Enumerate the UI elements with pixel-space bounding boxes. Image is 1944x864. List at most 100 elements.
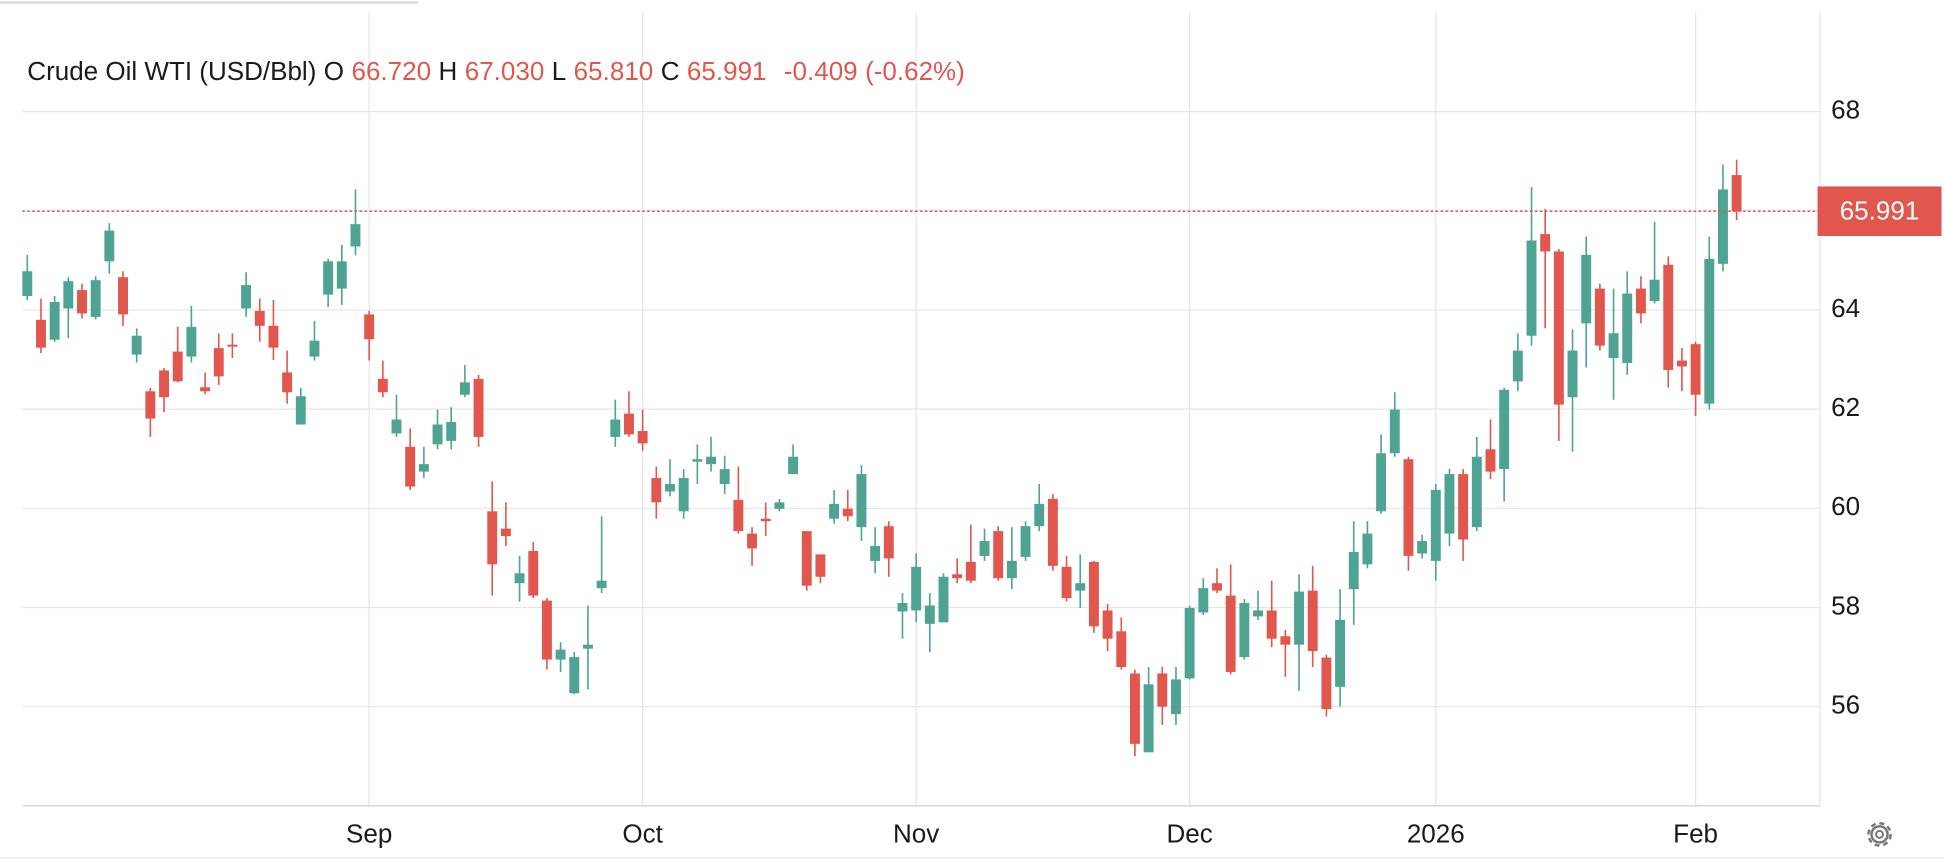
candle-body [1567, 350, 1578, 398]
candle-body [883, 526, 894, 559]
last-price-label: 65.991 [1840, 195, 1920, 225]
candle-body [241, 285, 252, 309]
candle-body [706, 456, 716, 465]
candle-body [1034, 503, 1045, 527]
candle-body [924, 605, 935, 624]
candle-body [1594, 288, 1605, 346]
candle-body [268, 325, 279, 348]
candle-body [432, 424, 443, 445]
candle-body [979, 541, 990, 556]
candle-body [282, 372, 293, 393]
gear-teeth [1867, 821, 1892, 847]
candle-body [1321, 657, 1332, 710]
candle-body [1704, 258, 1715, 404]
candle-body [801, 531, 812, 586]
candle-body [788, 456, 799, 475]
candle-body [1649, 279, 1660, 302]
candle-body [1198, 588, 1209, 613]
settings-icon[interactable] [1867, 821, 1892, 847]
candle-body [1075, 583, 1086, 591]
candle-body [1061, 566, 1072, 599]
candle-body [870, 545, 881, 561]
candle-body [63, 281, 74, 309]
candle-body [391, 419, 402, 434]
candle-body [938, 576, 949, 623]
quote-key: H [439, 56, 458, 86]
candle-body [1266, 610, 1277, 639]
candle-body [965, 561, 976, 581]
quote-change-pct: (-0.62%) [865, 56, 965, 86]
quote-value: 65.810 [574, 56, 654, 86]
candle-body [1294, 591, 1304, 645]
candle-body [637, 430, 648, 444]
candle-body [418, 464, 429, 472]
candle-body [719, 469, 730, 485]
candle-body [1088, 561, 1099, 627]
candle-body [459, 382, 470, 395]
candle-body [774, 502, 785, 509]
candle-body [1608, 333, 1619, 359]
gear-hub [1875, 829, 1884, 839]
grid [22, 12, 1821, 806]
y-tick-label: 64 [1831, 293, 1860, 323]
candle-body [323, 261, 334, 295]
candle-body [747, 533, 758, 549]
candle-body [1020, 526, 1031, 557]
chart-header: Crude Oil WTI (USD/Bbl) O 66.720 H 67.030 L 65… [27, 56, 965, 86]
y-tick-label: 62 [1831, 392, 1860, 422]
candle-body [1116, 631, 1127, 667]
candle-body [295, 396, 306, 425]
candle-body [200, 387, 211, 392]
x-tick-label: 2026 [1407, 818, 1465, 848]
candle-body [1717, 189, 1728, 264]
x-tick-label: Sep [346, 818, 392, 848]
candle-body [500, 528, 511, 537]
candle-body [651, 478, 662, 503]
candle-body [1143, 684, 1154, 753]
candle-body [665, 484, 675, 492]
chart-title: Crude Oil WTI (USD/Bbl) [27, 56, 316, 86]
candle-body [541, 600, 552, 660]
candle-body [760, 518, 771, 522]
candle-body [22, 271, 33, 297]
candle-body [1348, 551, 1359, 590]
candle-body [227, 344, 238, 347]
quote-value: 67.030 [465, 56, 545, 86]
x-tick-label: Feb [1673, 818, 1718, 848]
candle-body [186, 326, 197, 357]
candle-body [1006, 560, 1017, 579]
candle-body [77, 290, 87, 314]
candle-body [1499, 389, 1510, 470]
candle-body [842, 508, 853, 517]
candle-body [1307, 590, 1318, 652]
candle-body [49, 302, 60, 340]
candle-body [1471, 456, 1482, 528]
candle-body [555, 649, 566, 660]
candle-body [1540, 234, 1551, 252]
candle-body [815, 554, 826, 577]
y-tick-label: 58 [1831, 590, 1860, 620]
candle-body [1581, 254, 1592, 324]
candle-body [90, 280, 101, 317]
candle-body [1430, 489, 1441, 561]
candle-body [1690, 344, 1701, 395]
candle-body [172, 351, 183, 382]
candle-body [829, 503, 840, 519]
candle-body [1635, 288, 1646, 314]
candle-body [1362, 533, 1373, 565]
candle-body [1129, 673, 1140, 744]
candle-body [213, 348, 224, 377]
candle-body [1444, 474, 1455, 534]
candle-body [1047, 498, 1058, 566]
candle-body [254, 310, 265, 326]
candle-body [856, 474, 867, 528]
candle-body [1102, 610, 1113, 639]
candle-body [364, 314, 375, 340]
candle-body [145, 391, 156, 419]
candle-body [1280, 636, 1291, 645]
candle-body [1212, 583, 1222, 591]
candle-body [1225, 595, 1236, 672]
candle-body [487, 511, 498, 565]
candle-body [1731, 175, 1742, 212]
